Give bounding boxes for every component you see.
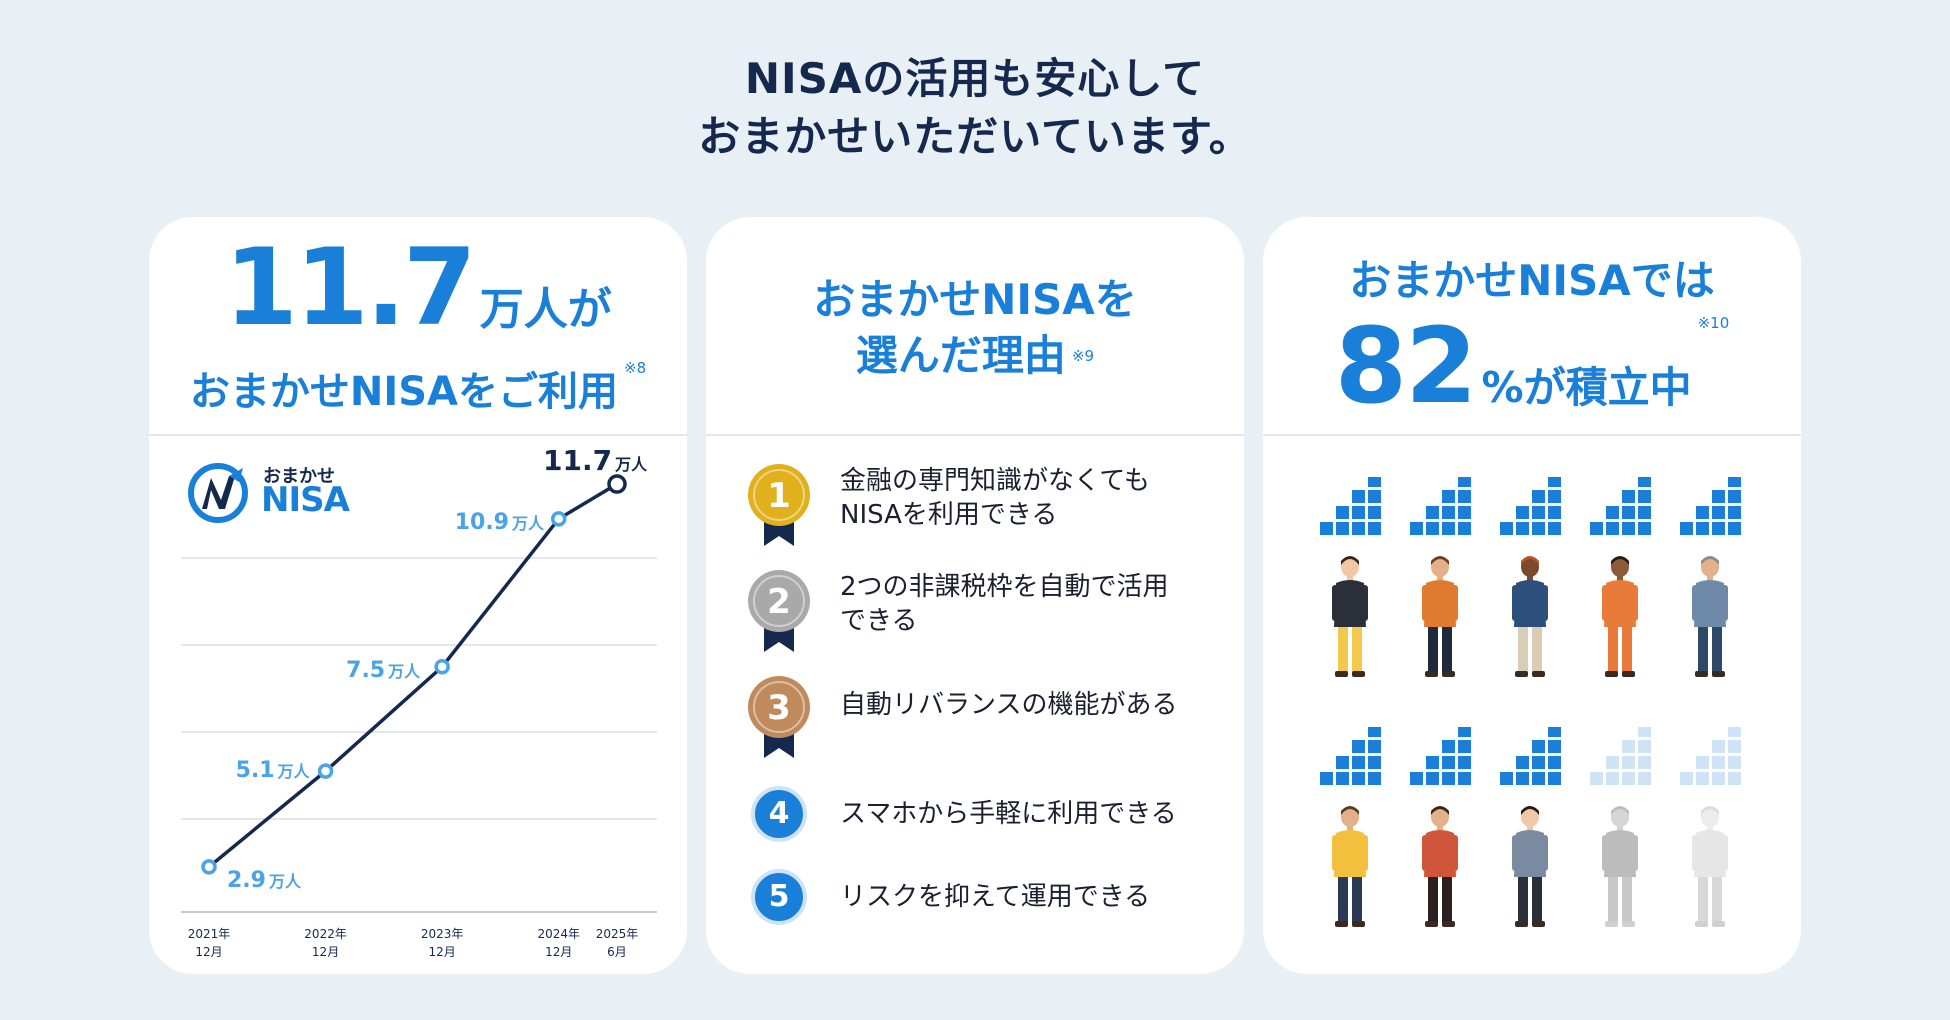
reason-rank: 5 xyxy=(751,869,807,925)
card-monthly: おまかせNISAでは 82 %が積立中 ※10 xyxy=(1263,217,1801,974)
headline-line2: おまかせいただいています。 xyxy=(698,112,1252,161)
man-yellow-shirt-icon xyxy=(1318,727,1382,937)
reason-text-line: できる xyxy=(840,606,918,636)
person-figure xyxy=(1332,556,1368,677)
reason-text-line: 金融の専門知識がなくても xyxy=(840,466,1150,496)
person-figure xyxy=(1692,556,1728,677)
reason-rank: 3 xyxy=(767,688,791,728)
reason-text-line: リスクを抑えて運用できる xyxy=(840,882,1151,912)
users-subtitle: おまかせNISAをご利用 xyxy=(189,369,618,415)
headline-line1: NISAの活用も安心して xyxy=(744,54,1206,103)
users-line-chart: 2.9 万人 5.1 万人 7.5 万人 10.9 万人 11.7 万人 2021年 12月 2022年… xyxy=(181,444,657,959)
page-headline: NISAの活用も安心して おまかせいただいています。 xyxy=(0,50,1950,166)
person-figure xyxy=(1422,806,1458,927)
x-tick-label: 2025年 xyxy=(596,927,639,941)
monthly-percent-value: 82 xyxy=(1334,305,1478,427)
data-point xyxy=(607,474,627,494)
users-count-value: 11.7 xyxy=(224,226,477,349)
person-figure xyxy=(1692,806,1728,927)
card-divider xyxy=(149,434,687,436)
x-tick-label: 6月 xyxy=(607,945,627,959)
data-label: 11.7 万人 xyxy=(543,444,648,477)
users-count-unit: 万人が xyxy=(479,284,612,335)
data-point xyxy=(201,859,217,875)
monthly-line1: おまかせNISAでは xyxy=(1349,256,1715,305)
reason-rank: 2 xyxy=(767,582,791,622)
reason-text-line: NISAを利用できる xyxy=(840,500,1058,530)
monthly-header: おまかせNISAでは 82 %が積立中※10 xyxy=(1263,247,1801,418)
x-tick-label: 2022年 xyxy=(304,927,347,941)
data-label: 2.9 万人 xyxy=(227,868,302,893)
monthly-note: ※10 xyxy=(1697,314,1730,332)
person-figure xyxy=(1602,556,1638,677)
card-divider xyxy=(706,434,1244,436)
stair-blocks-icon xyxy=(1680,477,1741,535)
stair-blocks-icon xyxy=(1590,727,1651,785)
monthly-percent-unit: %が積立中 xyxy=(1481,363,1692,412)
card-reasons: おまかせNISAを 選んだ理由 ※9 1 金融の専門知識がなくても NISAを利用でき… xyxy=(706,217,1244,974)
person-figure xyxy=(1422,556,1458,677)
stair-blocks-icon xyxy=(1320,727,1381,785)
stair-blocks-icon xyxy=(1410,477,1471,535)
stair-blocks-icon xyxy=(1680,727,1741,785)
man-orange-sweater-icon xyxy=(1408,477,1472,687)
reason-text-line: 自動リバランスの機能がある xyxy=(840,690,1178,720)
data-point xyxy=(317,763,334,779)
reason-text-line: スマホから手軽に利用できる xyxy=(840,799,1177,829)
users-header: 11.7 万人が おまかせNISAをご利用※8 xyxy=(149,235,687,417)
x-tick-label: 12月 xyxy=(545,945,572,959)
woman-striped-dress-icon xyxy=(1588,477,1652,687)
stair-blocks-icon xyxy=(1590,477,1651,535)
man-suit-icon xyxy=(1588,727,1652,937)
reasons-note: ※9 xyxy=(1071,347,1095,365)
logo-main-text: NISA xyxy=(261,480,350,520)
reason-rank: 4 xyxy=(751,786,807,842)
nisa-logo-icon xyxy=(188,463,248,523)
woman-faded-icon xyxy=(1678,727,1742,937)
woman-yellow-skirt-icon xyxy=(1318,477,1382,687)
person-figure xyxy=(1512,806,1548,927)
x-tick-label: 2024年 xyxy=(537,927,580,941)
x-tick-label: 2023年 xyxy=(421,927,464,941)
card-divider xyxy=(1263,434,1801,436)
man-plaid-shirt-icon xyxy=(1408,727,1472,937)
person-figure xyxy=(1512,556,1548,677)
reasons-title: おまかせNISAを 選んだ理由 ※9 xyxy=(706,272,1244,384)
reason-text-line: 2つの非課税枠を自動で活用 xyxy=(840,572,1169,602)
x-tick-label: 12月 xyxy=(429,945,456,959)
stair-blocks-icon xyxy=(1410,727,1471,785)
stair-blocks-icon xyxy=(1320,477,1381,535)
data-point xyxy=(550,511,567,527)
reasons-title-line2: 選んだ理由 xyxy=(855,331,1066,380)
data-point xyxy=(434,659,450,675)
data-label: 7.5 万人 xyxy=(346,658,421,683)
x-tick-label: 2021年 xyxy=(188,927,231,941)
woman-jacket-icon xyxy=(1498,727,1562,937)
bronze-medal-icon: 3 xyxy=(744,674,814,764)
data-label: 10.9 万人 xyxy=(455,510,545,535)
x-tick-label: 12月 xyxy=(195,945,222,959)
person-figure xyxy=(1602,806,1638,927)
stair-blocks-icon xyxy=(1500,477,1561,535)
older-man-icon xyxy=(1678,477,1742,687)
silver-medal-icon: 2 xyxy=(744,568,814,658)
gold-medal-icon: 1 xyxy=(744,462,814,552)
stair-blocks-icon xyxy=(1500,727,1561,785)
omakase-nisa-logo: おまかせ NISA xyxy=(187,462,350,526)
person-figure xyxy=(1332,806,1368,927)
reason-rank: 1 xyxy=(767,476,791,516)
man-cap-hoodie-icon xyxy=(1498,477,1562,687)
reasons-title-line1: おまかせNISAを xyxy=(813,275,1137,324)
logo-sub-text: おまかせ xyxy=(263,466,335,487)
card-users: 11.7 万人が おまかせNISAをご利用 ※8 おまかせ NISA 2.9 万人 5.… xyxy=(149,217,687,974)
x-tick-label: 12月 xyxy=(312,945,339,959)
data-label: 5.1 万人 xyxy=(236,758,311,783)
users-note: ※8 xyxy=(624,359,647,377)
